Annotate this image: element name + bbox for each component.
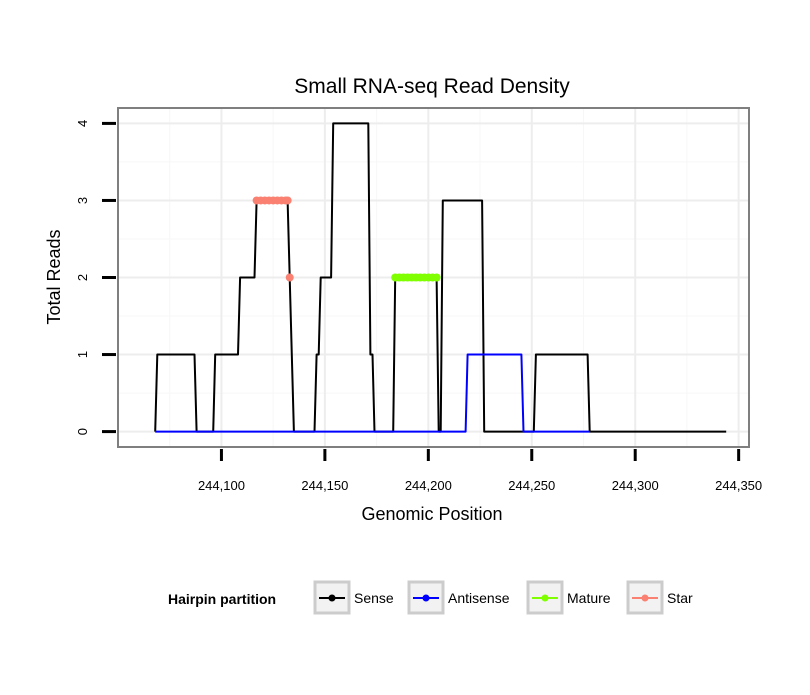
legend-label-star: Star [667,590,693,606]
x-tick-label: 244,250 [508,478,555,493]
x-tick-label: 244,100 [198,478,245,493]
axes: 244,100 244,150 244,200 244,250 244,300 244,3… [75,120,762,493]
sense-line [154,122,727,433]
y-tick-label: 3 [75,197,90,204]
y-tick-label: 1 [75,351,90,358]
series-layer [154,122,727,433]
x-tick-label: 244,150 [301,478,348,493]
y-tick-label: 4 [75,120,90,127]
y-axis-label: Total Reads [44,229,64,324]
y-tick-label: 0 [75,428,90,435]
x-tick-label: 244,350 [715,478,762,493]
mature-point [432,273,441,282]
legend-key-point-antisense [422,594,430,602]
star-point [285,273,294,282]
legend-label-mature: Mature [567,590,611,606]
plot-panel-border [117,107,750,448]
legend-key-point-star [641,594,649,602]
legend: Hairpin partition Sense Antisense Mature St… [168,580,693,615]
legend-key-point-mature [541,594,549,602]
legend-title: Hairpin partition [168,591,276,607]
legend-label-antisense: Antisense [448,590,510,606]
x-tick-label: 244,300 [612,478,659,493]
y-tick-label: 2 [75,274,90,281]
star-point [283,196,292,205]
x-axis-label: Genomic Position [361,504,502,524]
chart-title: Small RNA-seq Read Density [294,75,570,98]
antisense-line [155,353,590,433]
legend-label-sense: Sense [354,590,394,606]
legend-key-point-sense [328,594,336,602]
x-tick-label: 244,200 [405,478,452,493]
